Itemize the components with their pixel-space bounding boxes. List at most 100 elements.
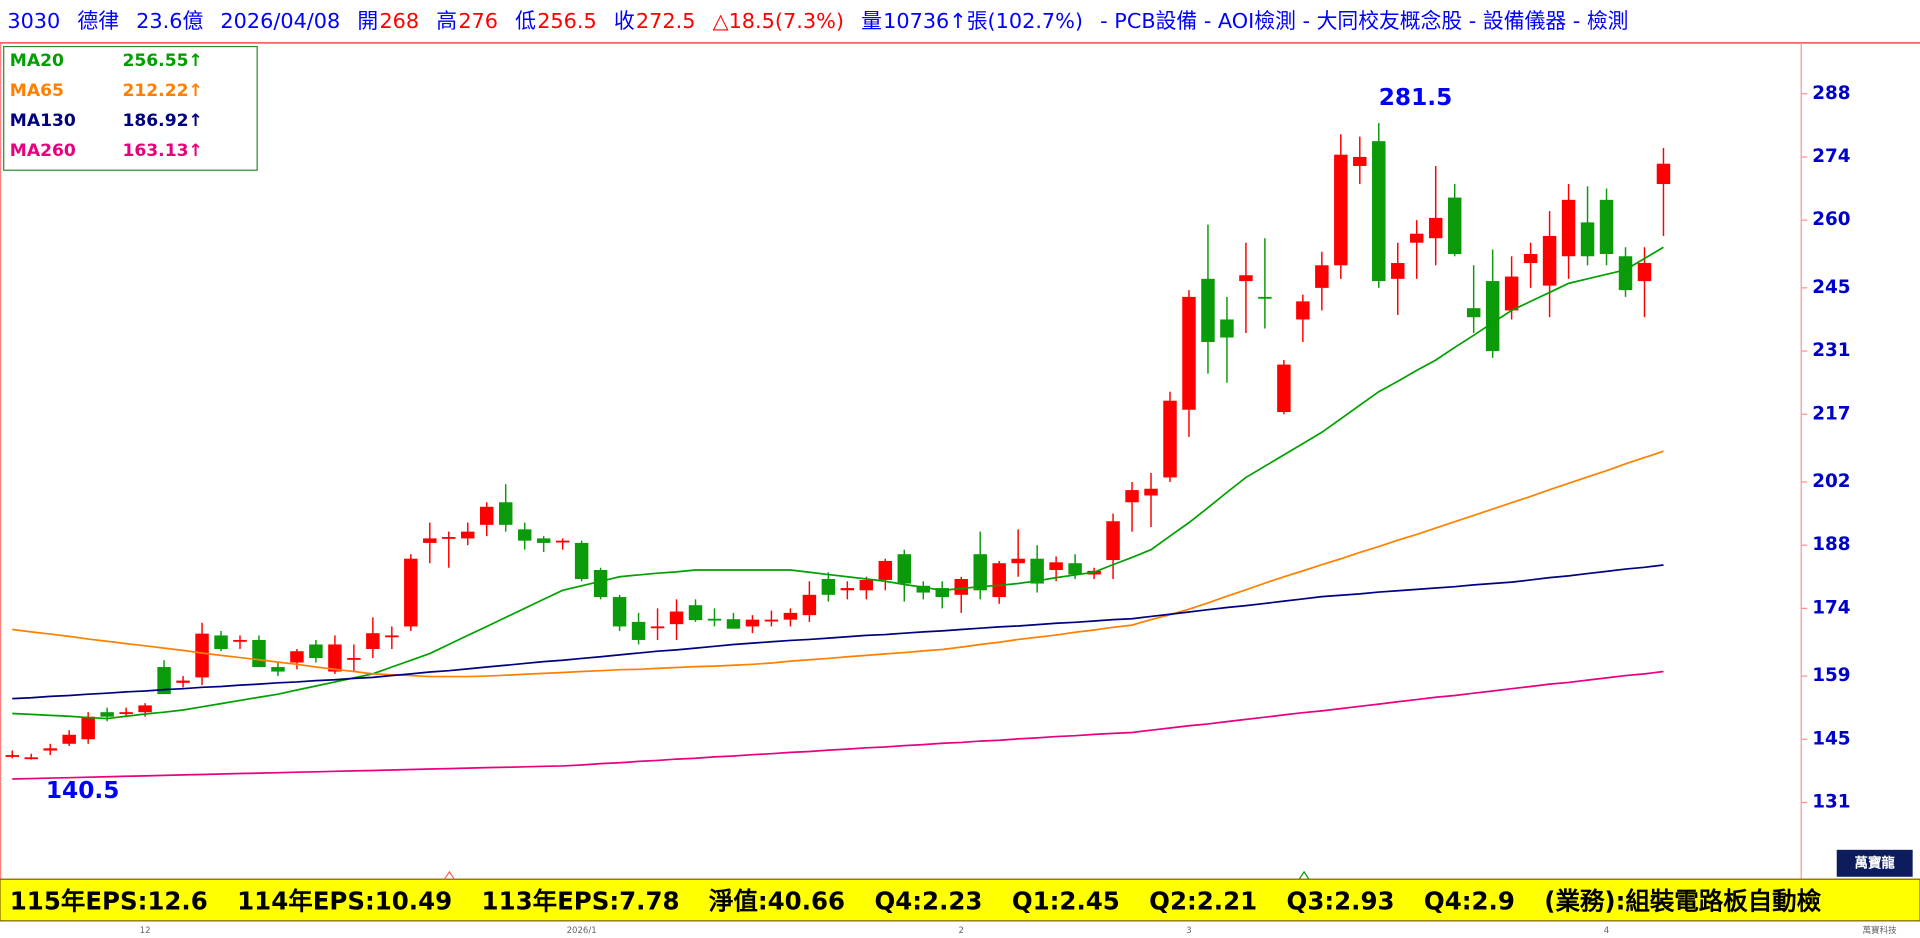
legend-value: 163.13↑: [122, 141, 202, 161]
logo-caption: 萬寶科技: [1862, 924, 1897, 936]
candle-body: [1258, 296, 1272, 299]
candle-body: [385, 635, 399, 638]
candle-body: [916, 585, 930, 593]
candle-body: [688, 605, 703, 621]
candle-body: [764, 619, 779, 622]
candle-body: [1523, 254, 1538, 264]
x-tick-label: 2026/1: [567, 926, 597, 936]
legend-value: 212.22↑: [122, 81, 202, 101]
low-annotation: 140.5: [46, 777, 120, 804]
footer-item: Q1:2.45: [1012, 886, 1120, 915]
header-item: 268: [379, 9, 419, 33]
candle-body: [1201, 278, 1215, 343]
candle-body: [214, 635, 228, 649]
candle-body: [195, 633, 209, 678]
candle-body: [157, 667, 171, 695]
footer-item: (業務):組裝電路板自動檢: [1544, 886, 1821, 915]
candle-body: [1391, 263, 1405, 279]
candle-body: [1011, 558, 1025, 564]
candle-body: [1277, 364, 1291, 412]
footer-marker: [1298, 870, 1310, 880]
header-item: - PCB設備 - AOI檢測 - 大同校友概念股 - 設備儀器 - 檢測: [1100, 9, 1628, 33]
candle-body: [802, 594, 817, 616]
ma-line: [12, 670, 1664, 780]
legend-label: MA130: [10, 111, 76, 131]
candle-body: [1410, 233, 1424, 243]
candle-body: [1106, 521, 1120, 561]
y-tick-label: 260: [1812, 209, 1850, 230]
candle-body: [517, 529, 532, 541]
footer-item: 115年EPS:12.6: [10, 886, 208, 915]
header-item: 開: [357, 9, 378, 33]
header-item: 高: [436, 9, 457, 33]
y-tick-label: 202: [1812, 471, 1850, 492]
candle-body: [271, 667, 285, 672]
candle-body: [1618, 256, 1633, 291]
header-item: 256.5: [537, 9, 597, 33]
high-annotation: 281.5: [1379, 84, 1453, 111]
candle-body: [5, 755, 19, 757]
footer-item: 淨值:40.66: [709, 886, 845, 915]
header-item: 276: [458, 9, 498, 33]
candle-body: [1542, 235, 1557, 286]
candle-body: [290, 651, 304, 663]
candle-body: [1068, 563, 1082, 575]
candle-body: [536, 538, 551, 543]
candle-body: [935, 588, 949, 598]
candle-body: [1561, 199, 1576, 257]
y-tick-label: 159: [1812, 665, 1850, 686]
candle-body: [1485, 281, 1500, 352]
candle-body: [1049, 562, 1063, 570]
y-tick-label: 274: [1812, 146, 1850, 167]
candle-body: [574, 542, 589, 580]
y-tick-label: 145: [1812, 728, 1850, 749]
y-tick-label: 288: [1812, 83, 1850, 104]
header-item: △18.5(7.3%): [713, 9, 844, 33]
candle-body: [1428, 217, 1443, 239]
footer-bar: [0, 878, 1920, 922]
candle-body: [100, 712, 114, 717]
candle-body: [840, 588, 855, 591]
footer-marker: [443, 870, 455, 880]
header-item: 23.6億: [136, 9, 203, 33]
candle-body: [1580, 222, 1595, 257]
candle-body: [593, 569, 608, 598]
header-item: 收: [614, 9, 635, 33]
footer-item: Q4:2.23: [874, 886, 982, 915]
y-tick-label: 188: [1812, 534, 1850, 555]
candle-body: [897, 554, 912, 584]
legend-label: MA20: [10, 51, 64, 71]
footer-item: 114年EPS:10.49: [237, 886, 452, 915]
candle-body: [1239, 275, 1253, 282]
y-tick-label: 217: [1812, 403, 1850, 424]
x-tick-label: 12: [140, 926, 151, 936]
candle-body: [1220, 319, 1234, 338]
candle-body: [1030, 558, 1044, 584]
legend-label: MA65: [10, 81, 64, 101]
footer-item: Q2:2.21: [1149, 886, 1257, 915]
candle-body: [498, 502, 513, 525]
candle-body: [480, 506, 494, 525]
candle-body: [973, 554, 987, 591]
legend-value: 186.92↑: [122, 111, 202, 131]
candle-body: [1504, 276, 1519, 311]
candle-body: [328, 644, 342, 672]
candle-body: [233, 639, 247, 642]
candle-body: [650, 626, 665, 629]
candle-body: [1163, 400, 1177, 478]
candle-body: [119, 712, 133, 715]
candle-body: [366, 633, 380, 649]
candle-body: [1372, 141, 1386, 282]
candle-body: [1637, 263, 1652, 282]
candle-body: [878, 560, 893, 580]
footer-item: 113年EPS:7.78: [482, 886, 680, 915]
candle-body: [423, 538, 437, 543]
header-item: 10736↑張(102.7%): [883, 9, 1083, 33]
candle-body: [821, 579, 836, 595]
plot-area: [5, 123, 1671, 780]
x-tick-label: 4: [1604, 926, 1609, 936]
candle-body: [1466, 308, 1481, 318]
